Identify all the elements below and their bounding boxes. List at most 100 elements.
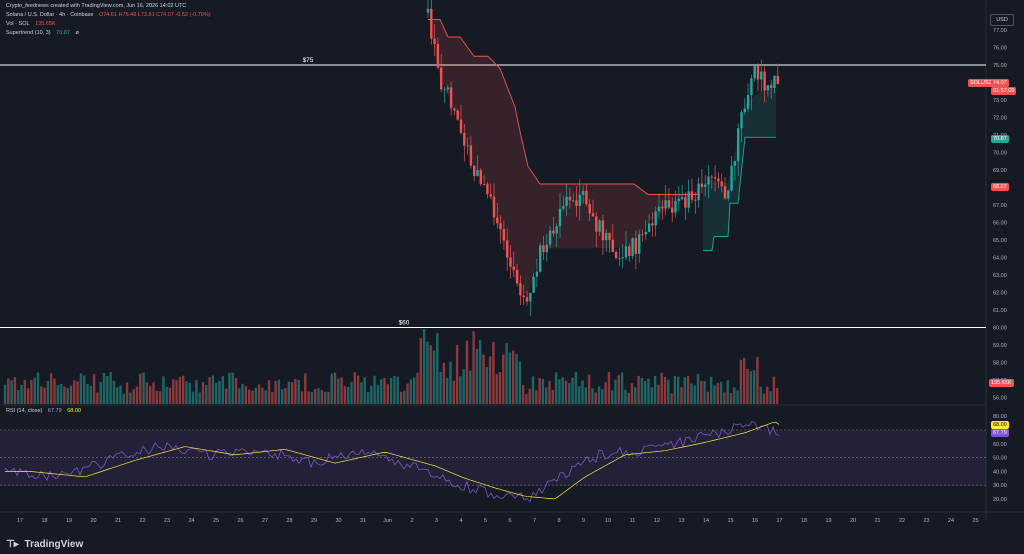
supertrend-flag: ø	[75, 30, 79, 36]
volume-bar	[182, 375, 185, 404]
volume-bar	[350, 381, 353, 404]
time-axis-label: 19	[825, 518, 831, 524]
candle-body	[598, 220, 601, 232]
volume-bar	[228, 372, 231, 404]
volume-bar	[23, 379, 26, 404]
rsi-ma-tag: 68.00	[991, 421, 1009, 429]
volume-bar	[7, 378, 10, 404]
volume-bar	[439, 371, 442, 404]
volume-bar	[723, 392, 726, 404]
volume-bar	[604, 382, 607, 404]
volume-bar	[554, 372, 558, 404]
time-axis-label: 20	[90, 518, 96, 524]
candle-body	[535, 271, 539, 277]
candle-body	[740, 112, 743, 129]
candle-body	[717, 178, 720, 182]
volume-bar	[759, 386, 762, 404]
candle-body	[433, 38, 436, 44]
volume-bar	[465, 340, 469, 404]
volume-bar	[185, 381, 188, 404]
volume-bar	[551, 390, 554, 404]
volume-bar	[300, 391, 304, 404]
price-scale-label: 67.00	[993, 203, 1007, 209]
volume-bar	[241, 383, 244, 404]
volume-bar	[429, 345, 432, 404]
time-axis-label: 5	[484, 518, 487, 524]
volume-bar	[50, 373, 53, 404]
candle-body	[614, 252, 618, 259]
volume-bar	[73, 380, 76, 404]
candle-body	[611, 239, 614, 253]
price-scale-label: 61.00	[993, 308, 1007, 314]
candle-body	[618, 257, 621, 259]
volume-bar	[729, 392, 733, 404]
volume-bar	[686, 376, 690, 404]
volume-bar	[472, 331, 475, 404]
volume-bar	[116, 387, 119, 404]
candle-body	[704, 184, 707, 187]
volume-bar	[310, 391, 314, 404]
supertrend-legend[interactable]: Supertrend (10, 3) 70.87 ø	[6, 30, 83, 36]
volume-bar	[693, 385, 696, 404]
volume-bar	[211, 375, 215, 404]
candle-body	[624, 246, 628, 258]
volume-bar	[597, 386, 601, 404]
volume-bar	[502, 354, 505, 404]
tradingview-logo[interactable]: ⊤▸ TradingView	[6, 539, 83, 550]
time-axis-label: 31	[360, 518, 366, 524]
currency-button[interactable]: USD	[990, 14, 1014, 26]
candle-body	[443, 89, 446, 91]
volume-bar	[251, 390, 254, 404]
volume-bar	[356, 375, 360, 404]
time-axis-label: 12	[654, 518, 660, 524]
rsi-scale-label: 40.00	[993, 469, 1007, 475]
volume-bar	[3, 384, 7, 404]
candle-body	[591, 213, 595, 217]
candle-body	[532, 276, 535, 293]
price-scale-label: 66.00	[993, 221, 1007, 227]
volume-bar	[129, 392, 132, 404]
candle-body	[509, 257, 512, 267]
volume-bar	[96, 392, 99, 404]
volume-bar	[132, 389, 135, 404]
time-axis-label: 14	[703, 518, 709, 524]
volume-bar	[620, 372, 624, 404]
candle-body	[585, 190, 588, 204]
volume-bar	[393, 375, 396, 404]
volume-bar	[650, 387, 653, 404]
volume-bar	[498, 372, 502, 404]
volume-bar	[59, 383, 63, 404]
secondary-price-tag: 68.07	[991, 183, 1009, 191]
volume-bar	[677, 376, 680, 404]
time-axis-label: 11	[630, 518, 636, 524]
time-axis-label: 23	[164, 518, 170, 524]
volume-bar	[733, 387, 736, 404]
volume-bar	[69, 385, 73, 404]
candle-body	[651, 223, 654, 226]
volume-bar	[304, 373, 307, 404]
candle-body	[661, 206, 664, 209]
volume-bar	[587, 374, 591, 404]
volume-legend[interactable]: Vol · SOL 135.65K	[6, 21, 60, 27]
time-axis-label: 10	[605, 518, 611, 524]
time-axis-label: 21	[874, 518, 880, 524]
volume-bar	[442, 362, 446, 404]
brand-name: TradingView	[24, 539, 84, 550]
time-axis-label: 13	[678, 518, 684, 524]
candle-body	[756, 65, 760, 80]
volume-bar	[752, 370, 756, 404]
volume-bar	[403, 390, 406, 404]
rsi-legend[interactable]: RSI (14, close) 67.79 68.00	[6, 408, 85, 414]
price-scale-label: 69.00	[993, 168, 1007, 174]
rsi-ma-line	[5, 422, 780, 500]
symbol-name[interactable]: Solana / U.S. Dollar · 4h · Coinbase	[6, 12, 94, 18]
volume-bar	[142, 372, 145, 404]
volume-bar	[611, 390, 614, 404]
volume-bar	[528, 388, 531, 404]
volume-bar	[125, 382, 129, 404]
candle-body	[539, 245, 542, 272]
price-scale-label: 70.00	[993, 151, 1007, 157]
rsi-ma-value: 68.00	[67, 408, 81, 414]
candle-body	[446, 87, 449, 90]
